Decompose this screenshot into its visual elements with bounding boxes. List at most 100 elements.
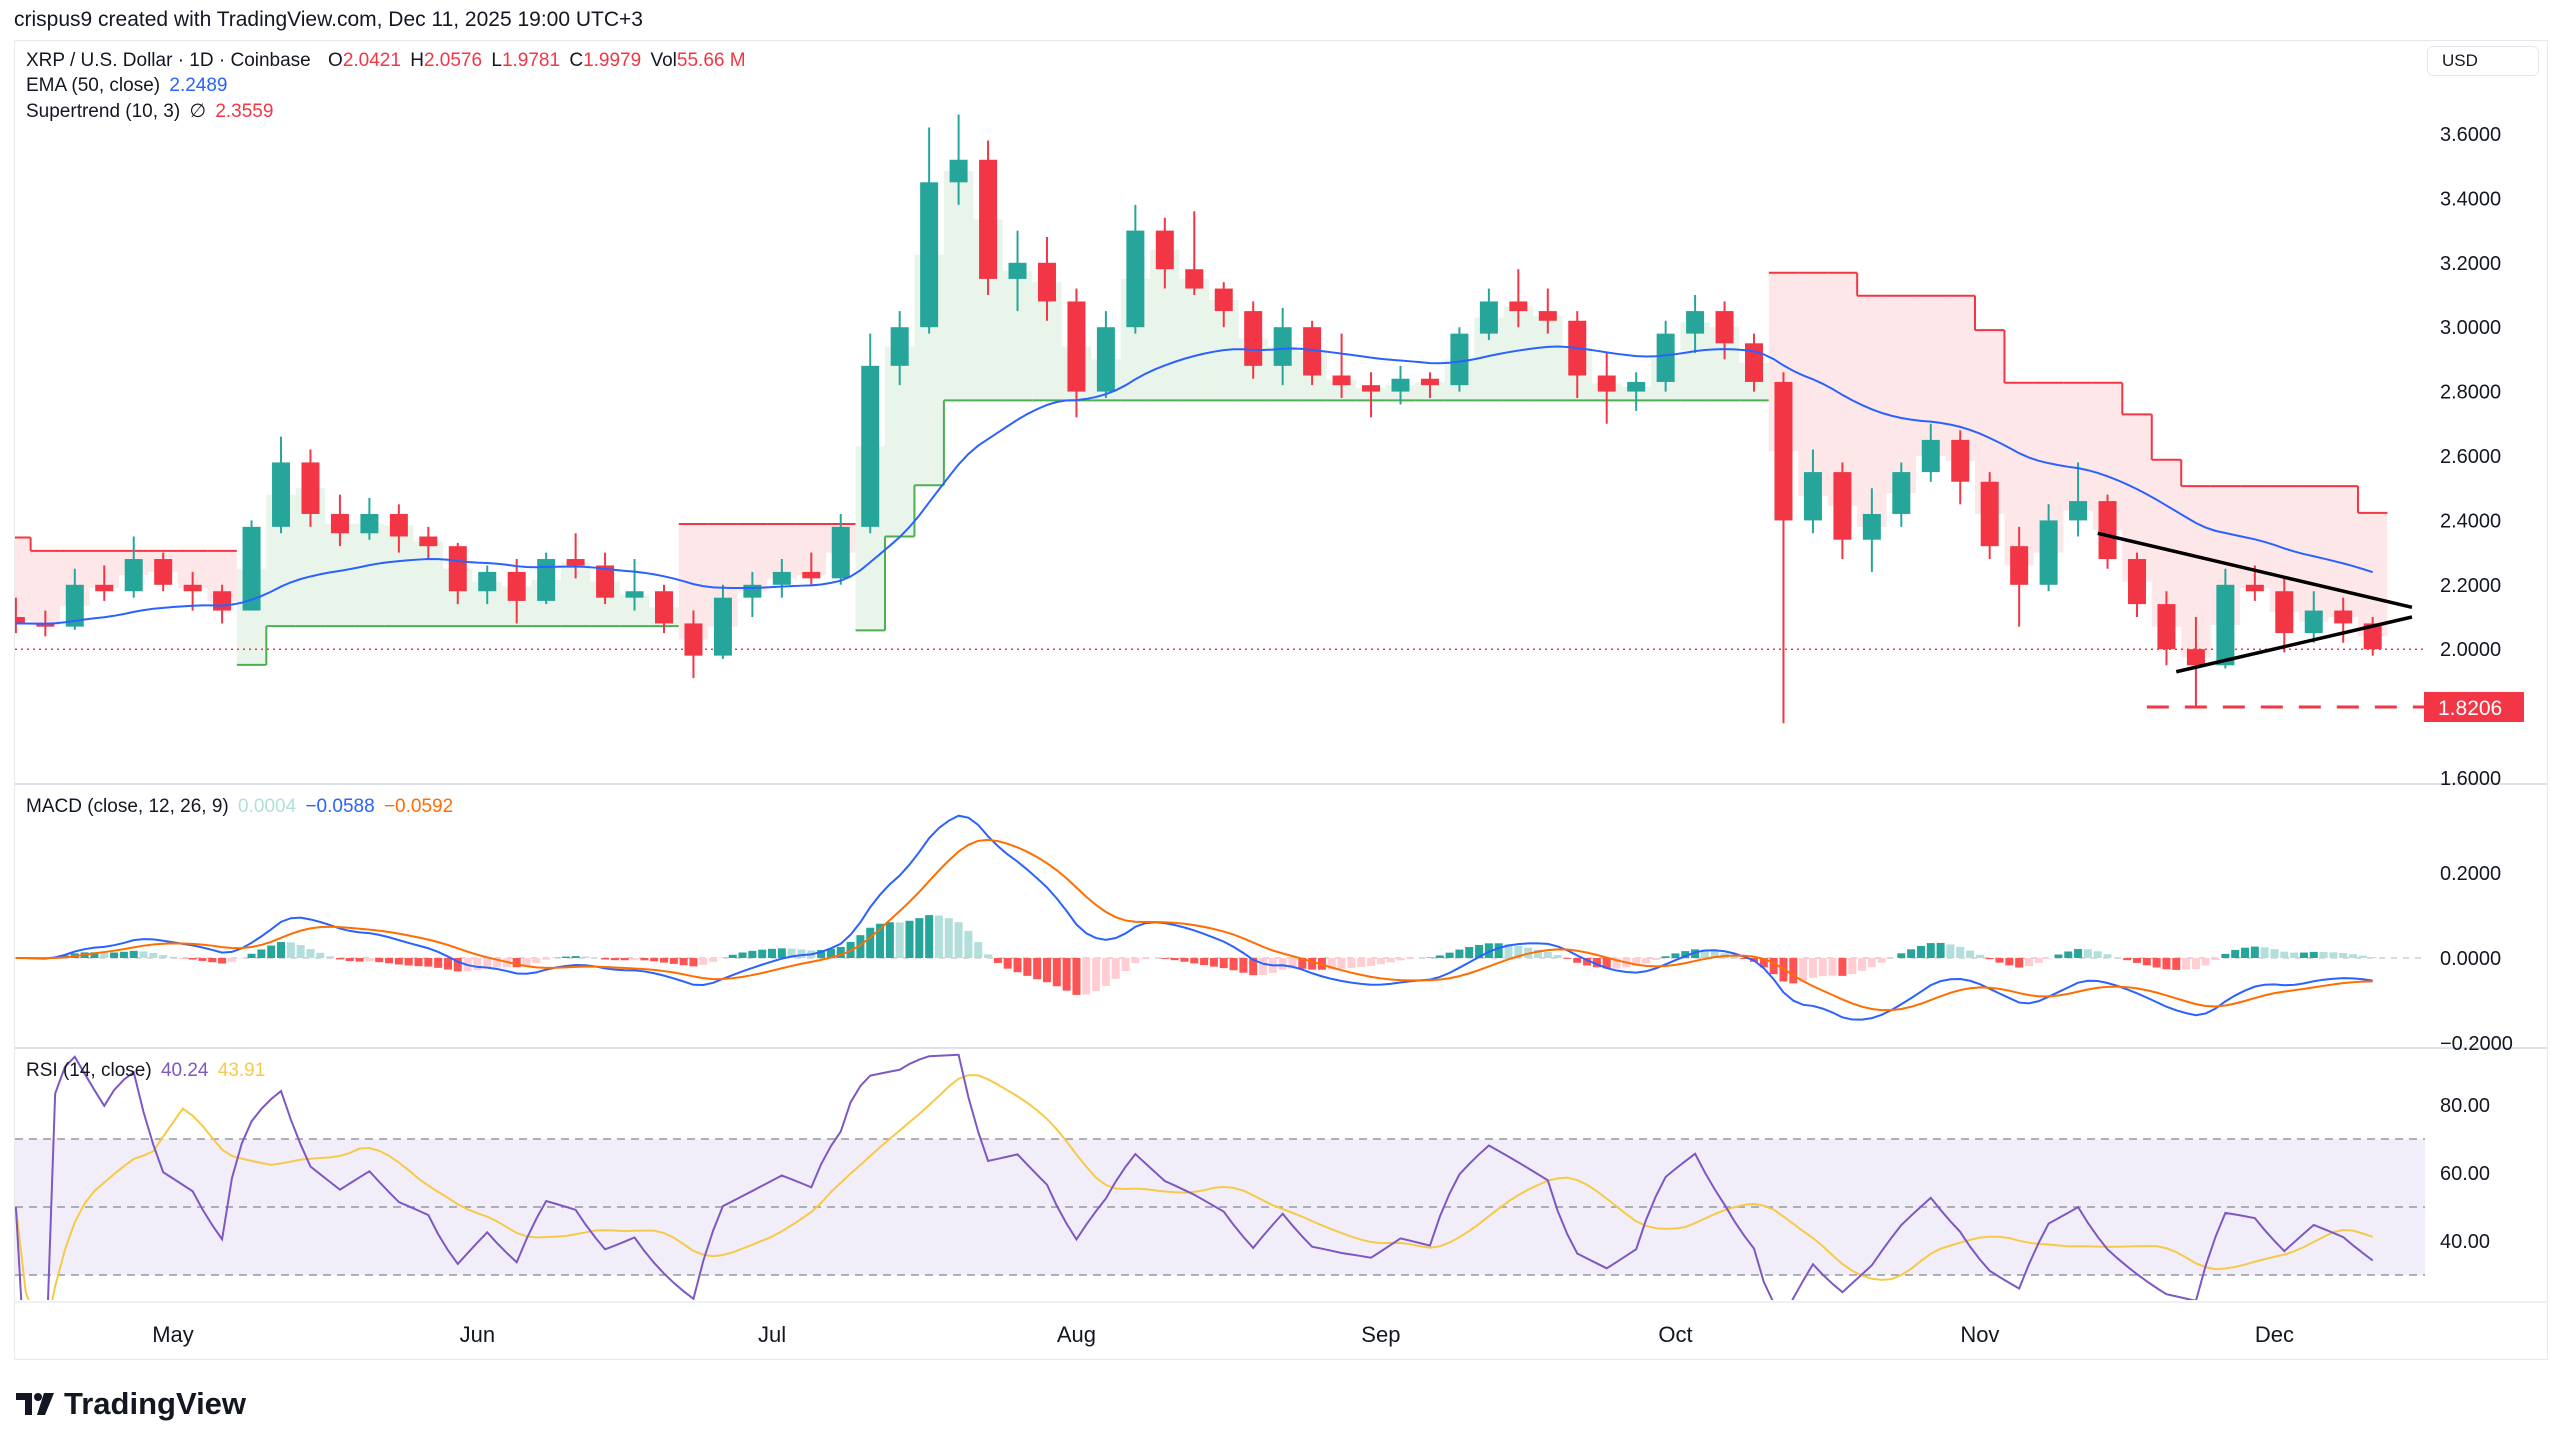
candle-body (1067, 301, 1086, 392)
macd-histogram-bar (1170, 958, 1179, 961)
candle-body (596, 565, 615, 598)
macd-histogram-bar (267, 945, 276, 958)
macd-histogram-bar (512, 958, 521, 968)
open-value: 2.0421 (342, 50, 401, 71)
macd-histogram-bar (1327, 958, 1336, 970)
macd-histogram-bar (326, 956, 335, 958)
macd-tick-label: 0.0000 (2440, 948, 2501, 970)
macd-histogram-bar (119, 951, 128, 958)
macd-histogram-bar (660, 958, 668, 963)
macd-histogram-bar (1975, 954, 1984, 958)
macd-histogram-bar (2309, 951, 2318, 958)
triangle-upper-trendline (2097, 531, 2413, 610)
candle-body (1450, 333, 1469, 386)
macd-histogram-bar (218, 958, 227, 964)
price-tick-label: 3.0000 (2440, 317, 2501, 339)
candle-body (772, 571, 791, 585)
macd-histogram-bar (2299, 952, 2308, 958)
macd-histogram-bar (601, 958, 610, 960)
candle-body (1303, 327, 1322, 376)
candle-body (213, 591, 232, 611)
macd-histogram-bar (1033, 958, 1042, 980)
time-tick-label: Nov (1960, 1322, 1999, 1347)
macd-histogram-bar (2093, 951, 2102, 958)
currency-selector[interactable]: USD (2427, 46, 2539, 76)
macd-histogram-bar (856, 935, 865, 958)
macd-histogram-bar (2103, 954, 2112, 958)
rsi-ma-value: 43.91 (217, 1060, 266, 1081)
macd-legend[interactable]: MACD (close, 12, 26, 9) 0.0004 −0.0588 −… (26, 796, 457, 818)
macd-histogram-bar (2280, 951, 2289, 958)
time-tick-label: Jun (460, 1322, 495, 1347)
macd-histogram-bar (159, 955, 168, 958)
price-layer (15, 114, 2425, 724)
macd-histogram-bar (1072, 958, 1081, 995)
candle-body (1185, 269, 1204, 289)
macd-histogram-bar (1003, 958, 1012, 969)
macd-histogram-bar (1632, 958, 1641, 967)
candle-body (949, 159, 968, 183)
macd-histogram-bar (2339, 953, 2348, 958)
candle-body (124, 559, 143, 592)
macd-histogram-bar (1435, 955, 1444, 958)
rsi-label: RSI (14, close) (26, 1060, 152, 1081)
macd-histogram-bar (2241, 947, 2250, 958)
macd-histogram-bar (1642, 958, 1650, 964)
rsi-ma-line (15, 1074, 2373, 1300)
macd-label: MACD (close, 12, 26, 9) (26, 796, 229, 817)
supertrend-legend[interactable]: Supertrend (10, 3) ∅ 2.3559 (26, 100, 277, 123)
macd-histogram-bar (2319, 951, 2328, 958)
macd-histogram-bar (1396, 958, 1405, 961)
macd-histogram-bar (2133, 958, 2141, 963)
symbol-title[interactable]: XRP / U.S. Dollar · 1D · Coinbase (26, 50, 311, 71)
macd-histogram-bar (669, 958, 678, 964)
macd-line (15, 814, 2373, 1021)
ema-legend[interactable]: EMA (50, close) 2.2489 (26, 75, 232, 97)
candle-body (2098, 501, 2117, 560)
macd-histogram-bar (1602, 958, 1611, 969)
candle-body (1126, 230, 1145, 328)
candle-body (2334, 610, 2353, 624)
rsi-value: 40.24 (160, 1060, 209, 1081)
macd-histogram-bar (1759, 958, 1768, 968)
macd-histogram-bar (208, 958, 217, 963)
candle-body (2069, 501, 2088, 521)
rsi-legend[interactable]: RSI (14, close) 40.24 43.91 (26, 1060, 269, 1082)
macd-histogram-bar (1789, 958, 1798, 984)
candle-body (2186, 649, 2205, 666)
macd-histogram-bar (1966, 950, 1975, 958)
macd-histogram-bar (571, 956, 580, 958)
price-tick-label: 2.0000 (2440, 639, 2501, 661)
macd-histogram-bar (1180, 958, 1189, 962)
macd-histogram-bar (768, 948, 777, 958)
macd-histogram-bar (1259, 958, 1268, 975)
candle-body (1479, 301, 1498, 334)
macd-histogram-bar (1661, 956, 1670, 958)
ema-value: 2.2489 (169, 75, 228, 96)
macd-histogram-bar (1799, 958, 1808, 982)
candle-body (1715, 311, 1734, 344)
macd-histogram-bar (1131, 958, 1140, 964)
macd-value: −0.0588 (305, 796, 375, 817)
macd-histogram-bar (522, 958, 531, 966)
macd-histogram-bar (316, 952, 325, 958)
macd-histogram-bar (414, 958, 423, 967)
candle-body (1244, 311, 1263, 366)
macd-histogram-bar (581, 956, 590, 958)
tradingview-logo[interactable]: TradingView (16, 1386, 246, 1422)
rsi-tick-label: 80.00 (2440, 1095, 2490, 1117)
macd-histogram-bar (1357, 958, 1366, 967)
macd-histogram-bar (1936, 942, 1945, 958)
macd-histogram-bar (2250, 946, 2259, 958)
macd-histogram-bar (1209, 958, 1218, 967)
high-value: 2.0576 (423, 50, 483, 71)
macd-histogram-bar (1592, 958, 1601, 968)
macd-histogram-bar (2358, 955, 2367, 958)
close-value: 1.9979 (583, 50, 642, 71)
candle-body (15, 617, 25, 624)
supertrend-fill (1179, 278, 1209, 401)
hidden-icon: ∅ (189, 101, 207, 122)
macd-histogram-bar (1308, 958, 1317, 970)
candle-body (419, 536, 438, 547)
